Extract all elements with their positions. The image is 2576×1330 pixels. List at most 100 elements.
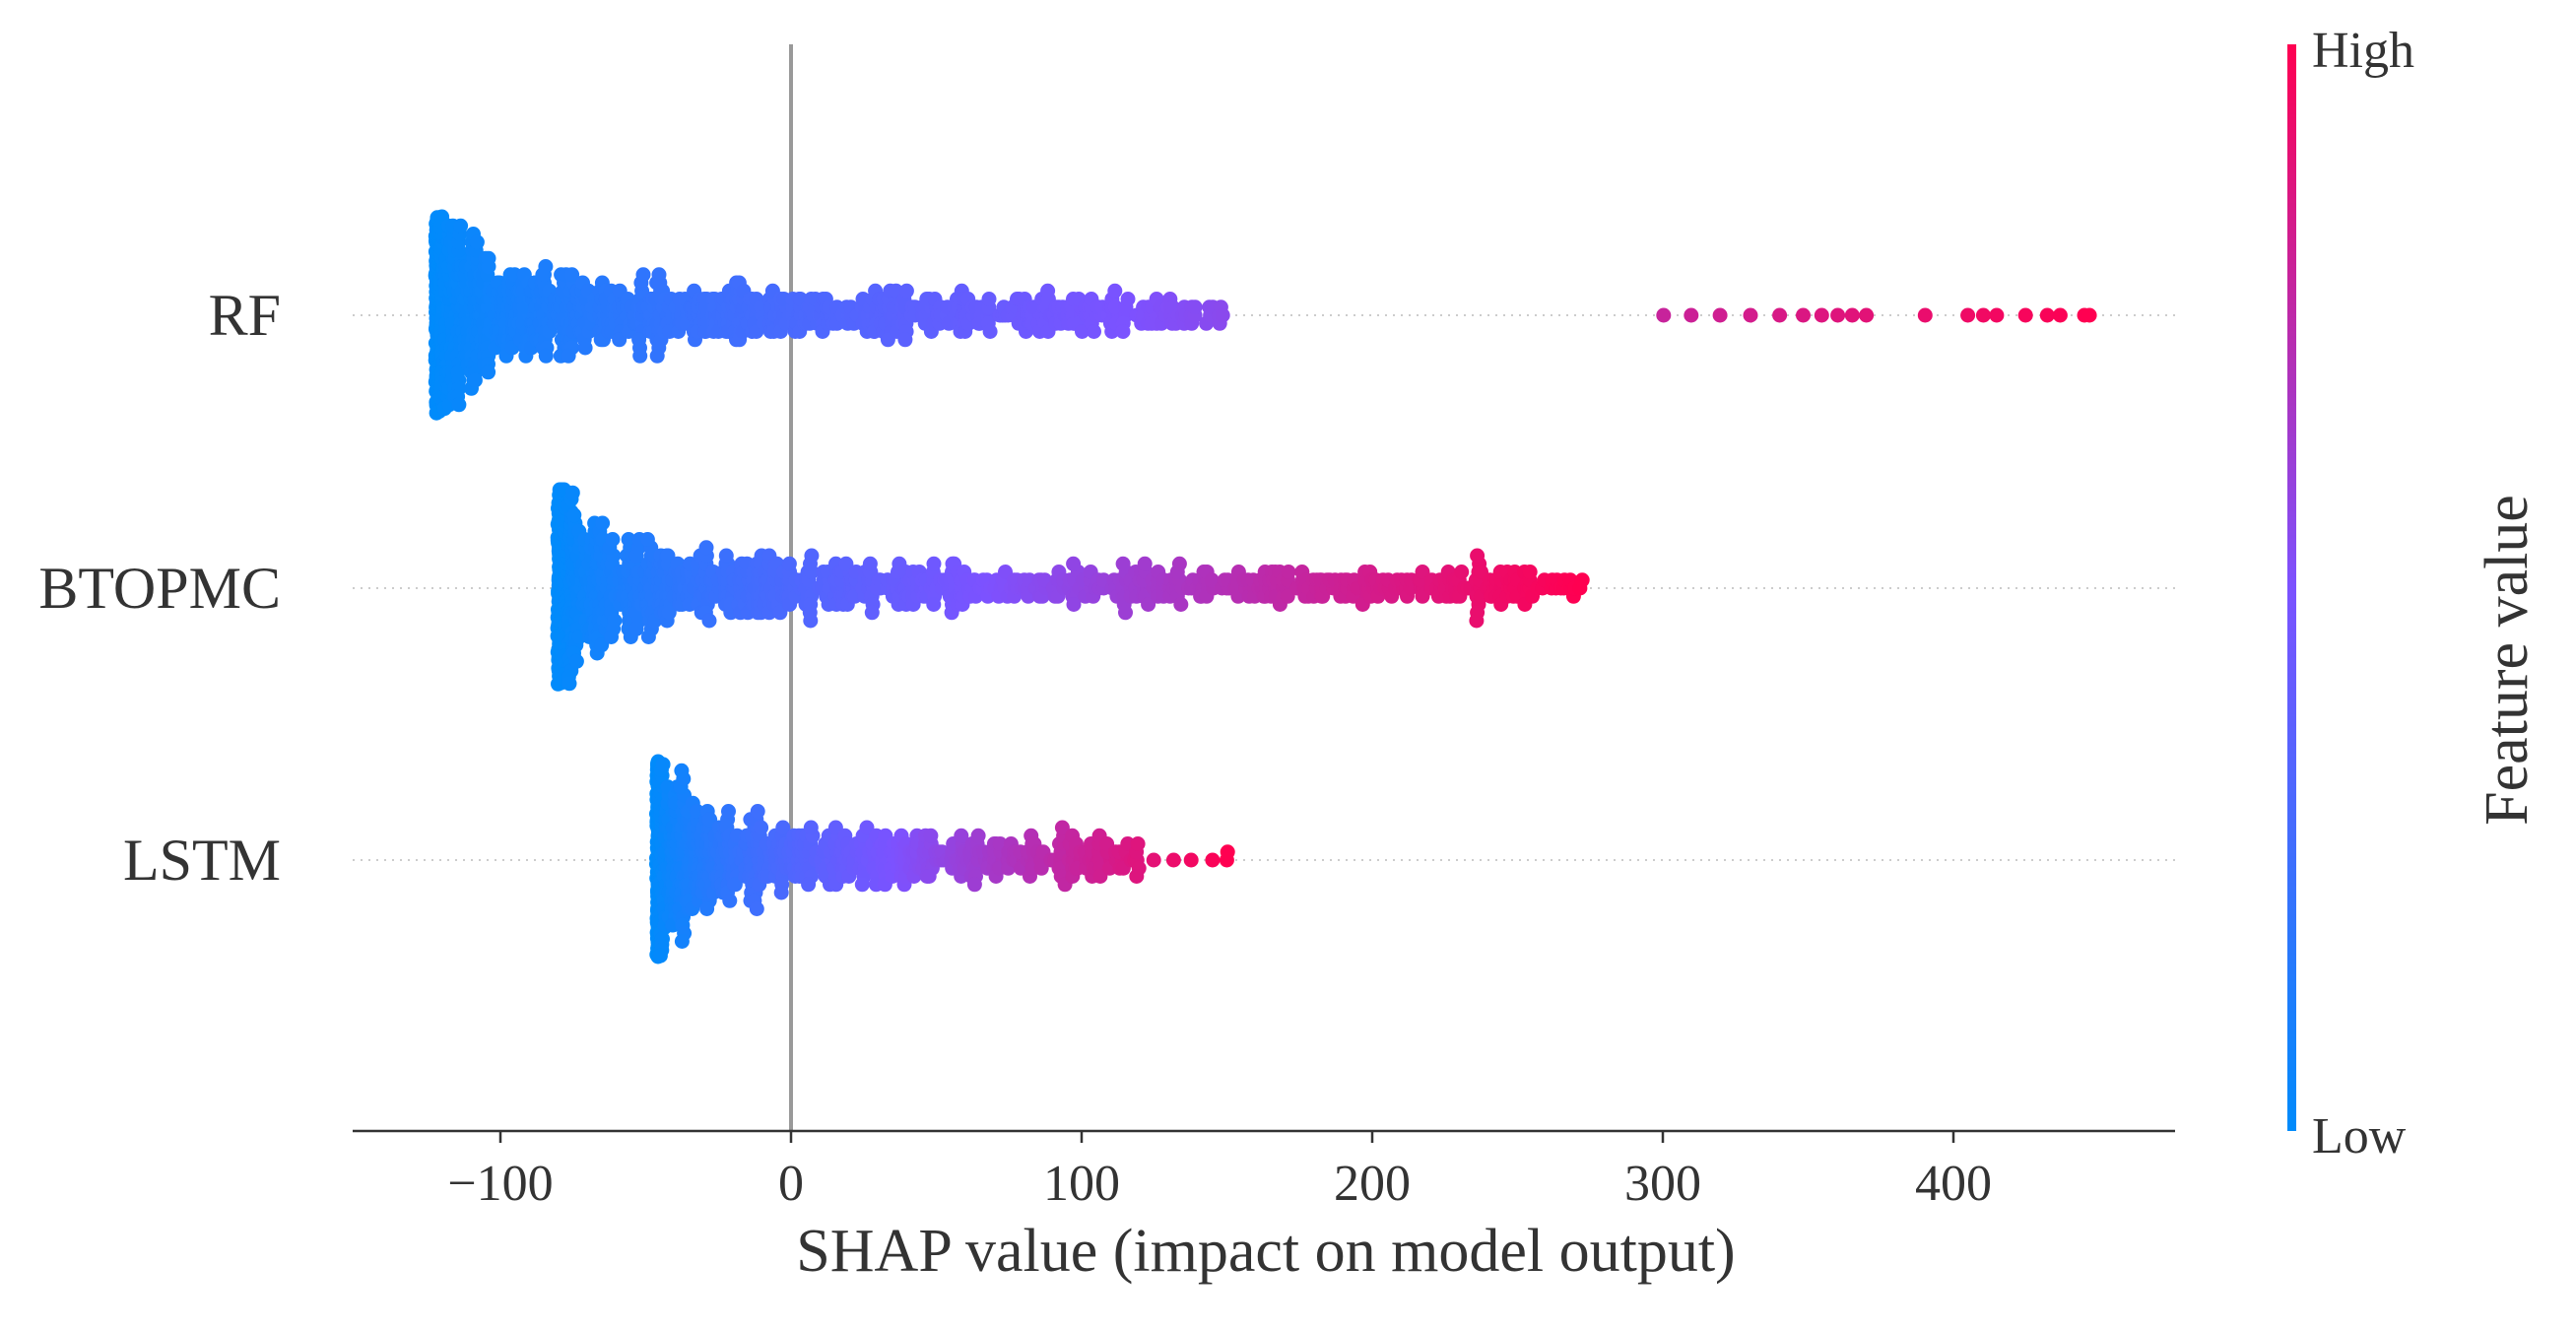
shap-point	[754, 820, 769, 835]
shap-point	[1454, 565, 1470, 579]
colorbar	[2287, 44, 2296, 1131]
shap-point	[605, 532, 621, 547]
shap-point	[635, 267, 651, 283]
x-tick-label: 300	[1624, 1156, 1701, 1212]
shap-point	[561, 676, 577, 692]
shap-point	[481, 365, 496, 380]
shap-point	[1171, 556, 1187, 571]
shap-point	[1165, 852, 1181, 868]
shap-point	[701, 613, 717, 629]
shap-point	[621, 532, 636, 547]
shap-point	[1684, 307, 1699, 323]
shap-point	[1470, 548, 1486, 564]
shap-point	[926, 556, 942, 571]
feature-label: LSTM	[123, 828, 281, 893]
shap-point	[923, 828, 939, 843]
shap-point	[566, 507, 582, 523]
shap-point	[862, 556, 878, 571]
shap-point	[639, 532, 655, 547]
x-tick-label: 200	[1334, 1156, 1411, 1212]
shap-point	[1040, 283, 1056, 299]
shap-point	[2052, 307, 2068, 323]
shap-point	[564, 485, 580, 500]
shap-point	[970, 828, 986, 843]
shap-point	[1989, 307, 2005, 323]
shap-point	[451, 397, 467, 413]
shap-point	[954, 828, 969, 843]
shap-point	[594, 637, 610, 653]
shap-point	[1960, 307, 1976, 323]
shap-point	[749, 901, 764, 916]
shap-point	[661, 605, 677, 621]
shap-point	[1066, 556, 1082, 571]
x-tick-label: 400	[1915, 1156, 1992, 1212]
shap-point	[781, 556, 797, 571]
shap-point	[981, 292, 997, 306]
shap-point	[467, 372, 483, 388]
shap-point	[1115, 324, 1131, 339]
shap-point	[803, 613, 819, 629]
shap-point	[721, 804, 736, 819]
shap-point	[1075, 324, 1090, 339]
shap-point	[1469, 613, 1485, 629]
shap-point	[1137, 556, 1153, 571]
shap-point	[660, 548, 676, 564]
shap-point	[1141, 597, 1156, 612]
shap-point	[640, 630, 656, 644]
shap-point	[1281, 565, 1296, 579]
shap-point	[1130, 836, 1146, 851]
shap-point	[2081, 307, 2097, 323]
shap-point	[864, 605, 880, 621]
colorbar-low-label: Low	[2312, 1108, 2407, 1164]
shap-point	[1656, 307, 1672, 323]
shap-point	[1115, 556, 1131, 571]
shap-point	[854, 877, 870, 893]
shap-point	[926, 597, 942, 612]
colorbar-high-label: High	[2312, 23, 2414, 79]
shap-point	[775, 820, 791, 835]
shap-point	[838, 556, 854, 571]
shap-point	[803, 820, 819, 835]
shap-point	[604, 630, 619, 644]
shap-point	[982, 324, 998, 339]
shap-point	[577, 340, 593, 356]
shap-point	[674, 763, 690, 778]
shap-point	[538, 348, 554, 364]
x-axis-label: SHAP value (impact on model output)	[796, 1218, 1735, 1285]
shap-point	[595, 515, 611, 531]
shap-point	[1844, 307, 1860, 323]
shap-point	[966, 877, 982, 893]
shap-point	[1107, 283, 1123, 299]
x-axis-ticks: −100 0 100 200 300 400	[447, 1131, 1992, 1212]
shap-point	[1173, 597, 1189, 612]
feature-labels: RF BTOPMC LSTM	[38, 283, 281, 893]
shap-point	[1772, 307, 1788, 323]
shap-points	[428, 209, 2097, 964]
shap-point	[1118, 605, 1133, 621]
shap-point	[568, 653, 584, 669]
shap-point	[1743, 307, 1758, 323]
shap-point	[718, 548, 734, 564]
shap-point	[1522, 565, 1538, 579]
shap-point	[481, 250, 496, 266]
shap-point	[652, 275, 668, 291]
shap-point	[655, 757, 671, 772]
shap-point	[1146, 852, 1161, 868]
shap-point	[1129, 869, 1145, 884]
shap-point	[1120, 292, 1136, 306]
shap-point	[561, 348, 576, 364]
x-tick-label: 0	[778, 1156, 804, 1212]
x-tick-label: 100	[1043, 1156, 1120, 1212]
shap-point	[722, 893, 738, 908]
shap-point	[2039, 307, 2055, 323]
shap-point	[898, 283, 914, 299]
shap-point	[2017, 307, 2033, 323]
shap-point	[1183, 852, 1199, 868]
shap-point	[1187, 299, 1203, 315]
shap-point	[750, 804, 765, 819]
shap-point	[1796, 307, 1811, 323]
shap-point	[698, 540, 714, 556]
shap-point	[453, 218, 469, 233]
shap-point	[1087, 324, 1101, 339]
